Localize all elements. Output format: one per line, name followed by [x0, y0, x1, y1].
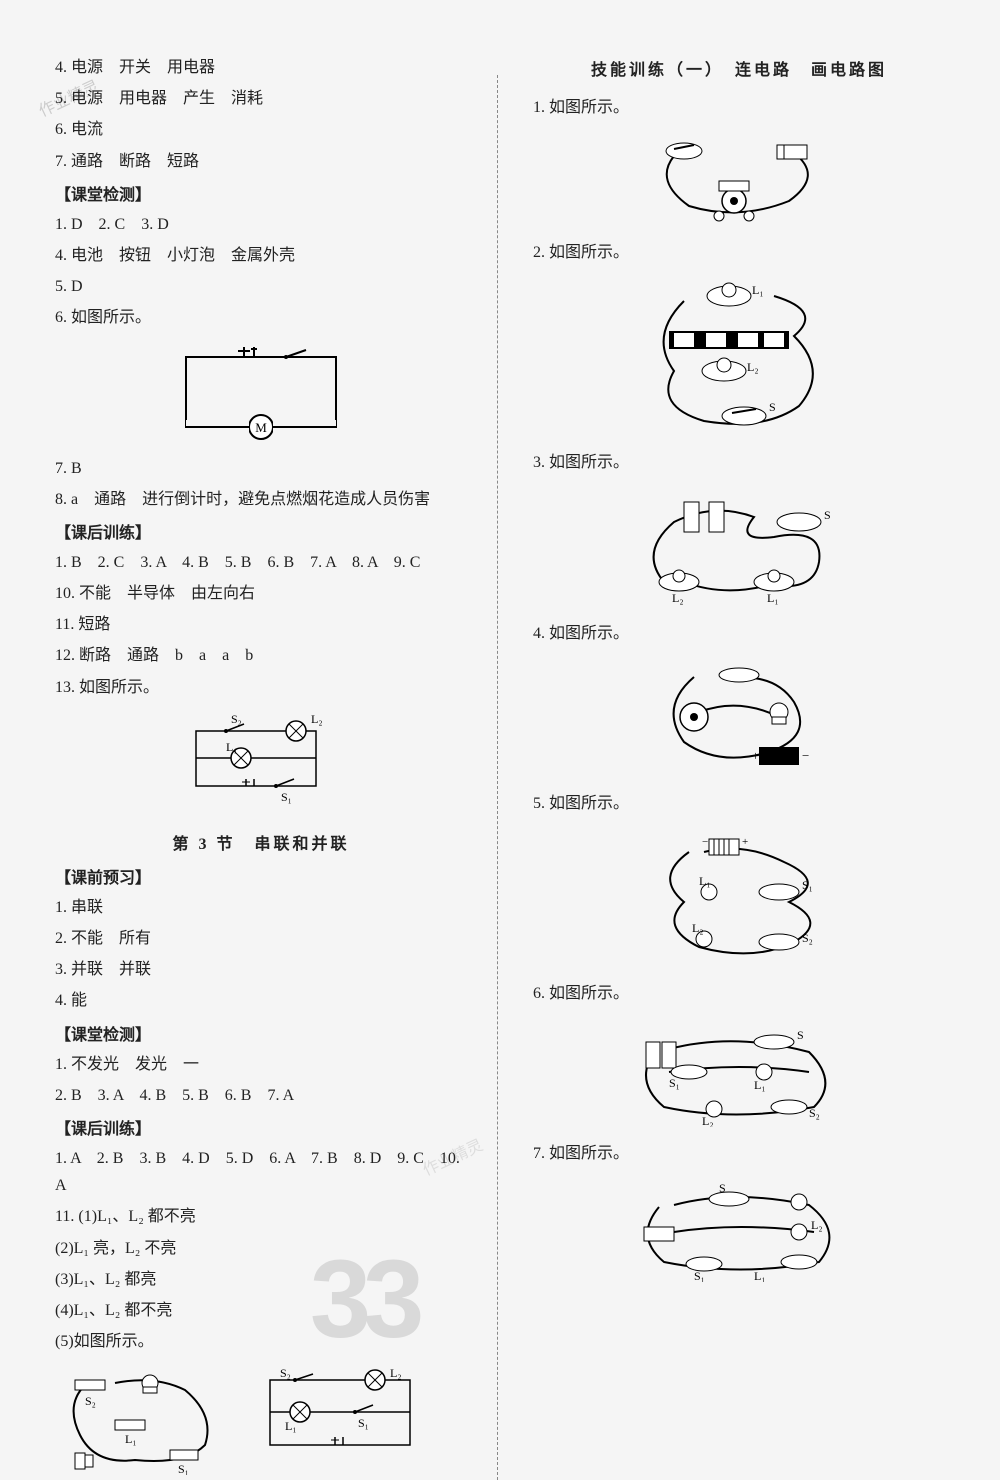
- column-divider: [497, 75, 498, 1480]
- svg-text:L₂: L₂: [390, 1366, 402, 1380]
- circuit-figure-r1: [533, 131, 945, 231]
- right-column: 技能训练（一） 连电路 画电路图 1. 如图所示。 2. 如图所示。 L₁: [518, 50, 945, 1480]
- svg-text:S₁: S₁: [694, 1269, 705, 1282]
- text-line: 8. a 通路 进行倒计时，避免点燃烟花造成人员伤害: [55, 486, 467, 513]
- svg-text:S₂: S₂: [802, 931, 813, 945]
- svg-text:−: −: [802, 748, 809, 763]
- svg-text:S₁: S₁: [178, 1462, 189, 1475]
- text-line: 3. 并联 并联: [55, 956, 467, 983]
- text-line: 5. 如图所示。: [533, 790, 945, 817]
- svg-text:−: −: [702, 836, 708, 848]
- text-line: 12. 断路 通路 b a a b: [55, 642, 467, 669]
- circuit-figure-r7: S L₂ S₁ L₁: [533, 1177, 945, 1287]
- svg-text:L₁: L₁: [754, 1078, 766, 1092]
- text-line: 5. D: [55, 273, 467, 300]
- text-line: 1. D 2. C 3. D: [55, 211, 467, 238]
- text-line: 1. 不发光 发光 一: [55, 1051, 467, 1078]
- svg-text:L₁: L₁: [767, 591, 779, 605]
- svg-text:L₂: L₂: [672, 591, 684, 605]
- text-line: 7. 通路 断路 短路: [55, 148, 467, 175]
- text-line: 7. 如图所示。: [533, 1140, 945, 1167]
- text-line: 5. 电源 用电器 产生 消耗: [55, 85, 467, 112]
- right-section-title: 技能训练（一） 连电路 画电路图: [533, 56, 945, 80]
- svg-text:S₁: S₁: [281, 790, 292, 804]
- text-line: 1. 串联: [55, 894, 467, 921]
- circuit-figure-r6: S S₁ L₁ L₂ S₂: [533, 1017, 945, 1132]
- svg-text:L₁: L₁: [752, 283, 764, 297]
- svg-text:S₂: S₂: [280, 1366, 291, 1380]
- circuit-figure-2: L₂ S₂ L₁ S₁: [55, 711, 467, 816]
- svg-text:M: M: [255, 420, 267, 435]
- circuit-figure-b2: S₂ L₂ L₁ S₁: [255, 1365, 425, 1480]
- svg-text:S₁: S₁: [669, 1076, 680, 1090]
- svg-text:S: S: [797, 1028, 804, 1042]
- circuit-figure-r5: + − L₁ S₁ L₂ S₂: [533, 827, 945, 972]
- section-header: 【课堂检测】: [55, 1021, 467, 1045]
- svg-text:L₂: L₂: [311, 712, 323, 726]
- circuit-figure-r2: L₁ L₂ S: [533, 276, 945, 441]
- svg-text:+: +: [742, 836, 748, 848]
- text-line: 4. 电源 开关 用电器: [55, 54, 467, 81]
- text-line: 11. 短路: [55, 611, 467, 638]
- text-line: 1. B 2. C 3. A 4. B 5. B 6. B 7. A 8. A …: [55, 549, 467, 576]
- text-line: 7. B: [55, 455, 467, 482]
- svg-text:L₂: L₂: [702, 1114, 714, 1127]
- section-header: 【课堂检测】: [55, 181, 467, 205]
- svg-text:L₂: L₂: [811, 1218, 823, 1232]
- section-header: 【课后训练】: [55, 1115, 467, 1139]
- left-column: 4. 电源 开关 用电器 5. 电源 用电器 产生 消耗 6. 电流 7. 通路…: [55, 50, 477, 1480]
- svg-text:L₂: L₂: [747, 360, 759, 374]
- text-line: 2. B 3. A 4. B 5. B 6. B 7. A: [55, 1082, 467, 1109]
- section-header: 【课后训练】: [55, 519, 467, 543]
- svg-text:S₂: S₂: [85, 1394, 96, 1408]
- svg-text:S₁: S₁: [802, 878, 813, 892]
- svg-text:S₂: S₂: [231, 712, 242, 726]
- circuit-figure-r3: S L₂ L₁: [533, 487, 945, 612]
- section-header: 【课前预习】: [55, 864, 467, 888]
- text-line: 3. 如图所示。: [533, 449, 945, 476]
- svg-text:L₁: L₁: [699, 874, 711, 888]
- text-line: 1. 如图所示。: [533, 94, 945, 121]
- svg-text:S: S: [719, 1181, 726, 1195]
- circuit-figure-b1: S₂ L₁ S₁: [55, 1365, 225, 1480]
- text-line: (3)L₁、L₂ 都亮: [55, 1266, 467, 1293]
- text-line: 2. 如图所示。: [533, 239, 945, 266]
- svg-text:L₁: L₁: [226, 740, 238, 754]
- svg-text:L₂: L₂: [692, 921, 704, 935]
- text-line: 6. 电流: [55, 116, 467, 143]
- text-line: 6. 如图所示。: [55, 304, 467, 331]
- text-line: 2. 不能 所有: [55, 925, 467, 952]
- circuit-figure-1: M: [55, 342, 467, 447]
- section-title: 第 3 节 串联和并联: [55, 830, 467, 854]
- svg-text:L₁: L₁: [754, 1269, 766, 1282]
- svg-text:S₁: S₁: [358, 1416, 369, 1430]
- svg-text:L₁: L₁: [285, 1419, 297, 1433]
- svg-text:S: S: [824, 508, 831, 522]
- text-line: (4)L₁、L₂ 都不亮: [55, 1297, 467, 1324]
- text-line: 4. 电池 按钮 小灯泡 金属外壳: [55, 242, 467, 269]
- text-line: 1. A 2. B 3. B 4. D 5. D 6. A 7. B 8. D …: [55, 1145, 467, 1199]
- text-line: 4. 能: [55, 987, 467, 1014]
- text-line: 13. 如图所示。: [55, 674, 467, 701]
- text-line: (2)L₁ 亮，L₂ 不亮: [55, 1235, 467, 1262]
- circuit-figure-r4: + −: [533, 657, 945, 782]
- svg-text:S₂: S₂: [809, 1106, 820, 1120]
- text-line: 11. (1)L₁、L₂ 都不亮: [55, 1203, 467, 1230]
- svg-text:S: S: [769, 400, 776, 414]
- text-line: (5)如图所示。: [55, 1328, 467, 1355]
- svg-text:+: +: [752, 748, 759, 763]
- svg-text:L₁: L₁: [125, 1432, 137, 1446]
- text-line: 6. 如图所示。: [533, 980, 945, 1007]
- text-line: 4. 如图所示。: [533, 620, 945, 647]
- text-line: 10. 不能 半导体 由左向右: [55, 580, 467, 607]
